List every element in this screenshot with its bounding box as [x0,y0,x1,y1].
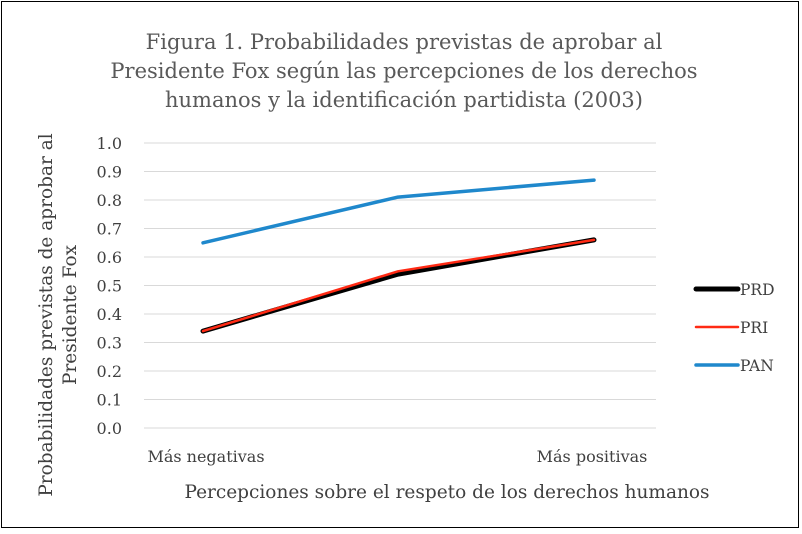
legend-label-prd: PRD [740,281,775,299]
y-tick-label: 0.5 [97,277,122,296]
gridlines [144,142,656,429]
y-tick-label: 0.2 [97,362,122,381]
y-tick-label: 0.1 [97,391,122,410]
x-tick-label: Más positivas [537,447,648,466]
y-axis-label: Probabilidades previstas de aprobar al P… [36,133,81,496]
y-tick-label: 0.8 [97,191,122,210]
x-tick-label: Más negativas [147,447,264,466]
y-axis-ticks: 0.0 0.1 0.2 0.3 0.4 0.5 0.6 0.7 0.8 0.9 1.0 [97,134,122,438]
chart-title: Figura 1. Probabilidades previstas de ap… [110,30,697,112]
y-tick-label: 0.4 [97,305,122,324]
y-tick-label: 0.0 [97,419,122,438]
legend-label-pri: PRI [740,319,768,337]
series-lines [200,178,597,334]
y-axis-label-line-2: Presidente Fox [60,244,81,385]
y-tick-label: 0.7 [97,220,122,239]
chart-title-line-1: Figura 1. Probabilidades previstas de ap… [146,30,663,54]
y-tick-label: 0.9 [97,163,122,182]
chart-title-line-3: humanos y la identificación partidista (… [165,88,643,112]
legend-label-pan: PAN [740,357,774,375]
y-axis-label-line-1: Probabilidades previstas de aprobar al [36,133,57,496]
x-axis-ticks: Más negativas Más positivas [147,447,647,466]
y-tick-label: 0.3 [97,334,122,353]
series-line-pri [201,238,596,333]
legend: PRD PRI PAN [693,281,775,375]
y-tick-label: 0.6 [97,248,122,267]
y-tick-label: 1.0 [97,134,122,153]
x-axis-label: Percepciones sobre el respeto de los der… [184,482,709,503]
series-line-pan [201,178,596,245]
chart-title-line-2: Presidente Fox según las percepciones de… [110,59,697,83]
